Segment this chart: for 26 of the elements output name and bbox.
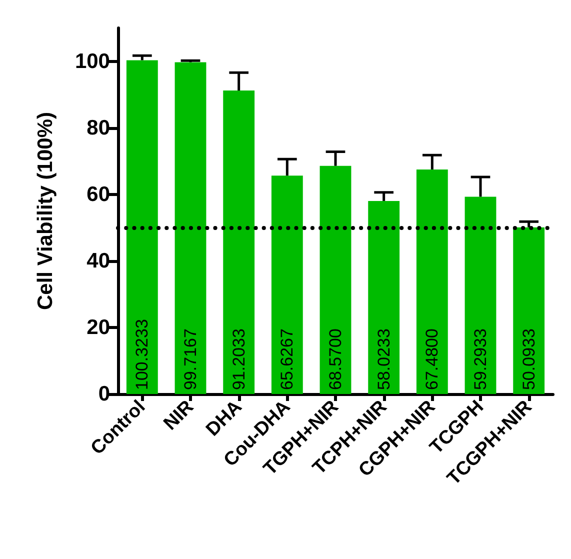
data-label: 50.0933: [519, 328, 538, 390]
y-tick-label: 20: [86, 316, 110, 339]
y-tick-label: 60: [86, 182, 110, 206]
data-label: 67.4800: [422, 328, 442, 390]
bar: [223, 90, 255, 394]
y-axis-title: Cell Viability (100%): [34, 112, 57, 310]
data-label: 59.2933: [471, 328, 490, 390]
y-tick-label: 0: [98, 382, 110, 406]
bar: [513, 227, 545, 394]
y-tick-label: 100: [74, 50, 110, 73]
bar: [126, 60, 158, 394]
data-label: 100.3233: [132, 319, 152, 390]
x-tick-label: NIR: [160, 396, 198, 435]
data-label: 99.7167: [181, 328, 200, 390]
y-tick-label: 40: [86, 249, 110, 272]
bar: [320, 166, 352, 394]
bar: [416, 169, 448, 394]
data-label: 65.6267: [278, 328, 297, 390]
bar: [464, 196, 496, 394]
data-label: 68.5700: [326, 328, 345, 390]
bar: [368, 200, 400, 394]
bar: [174, 62, 206, 394]
data-label: 58.0233: [374, 328, 394, 390]
data-label: 91.2033: [229, 328, 248, 390]
y-tick-label: 80: [86, 116, 110, 140]
bar: [271, 176, 303, 394]
